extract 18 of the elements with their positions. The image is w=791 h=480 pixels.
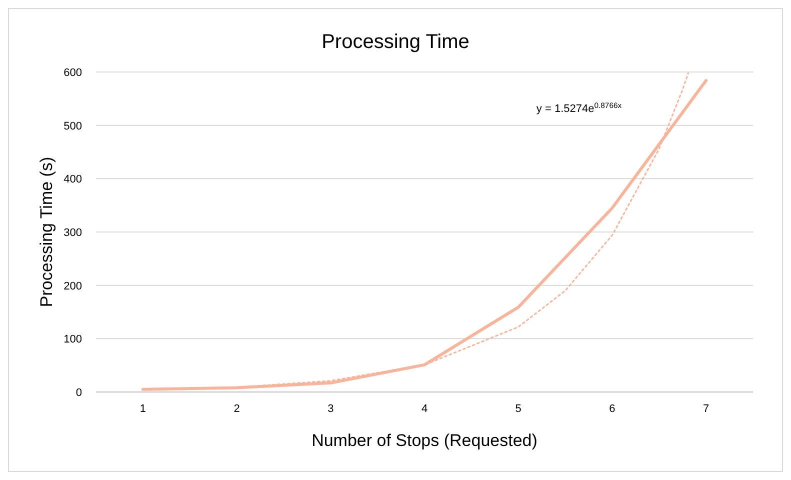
- y-tick-label: 200: [64, 280, 82, 292]
- x-tick-label: 6: [609, 403, 616, 415]
- annotation: y = 1.5274e$^{0.8766x}$: [536, 100, 622, 115]
- chart-title: Processing Time: [322, 31, 470, 53]
- y-tick-label: 300: [64, 227, 82, 239]
- x-tick-label: 2: [234, 403, 240, 415]
- y-tick-label: 100: [64, 334, 82, 346]
- y-tick-label: 500: [64, 120, 82, 132]
- x-tick-label: 7: [703, 403, 710, 415]
- y-tick-label: 600: [64, 67, 82, 79]
- y-tick-label: 0: [76, 387, 82, 399]
- x-tick-label: 4: [421, 403, 428, 415]
- x-axis-title: Number of Stops (Requested): [312, 431, 538, 450]
- x-tick-label: 1: [140, 403, 146, 415]
- y-axis-title: Processing Time (s): [37, 156, 56, 308]
- x-tick-label: 5: [515, 403, 522, 415]
- y-tick-label: 400: [64, 174, 82, 186]
- x-tick-label: 3: [328, 403, 334, 415]
